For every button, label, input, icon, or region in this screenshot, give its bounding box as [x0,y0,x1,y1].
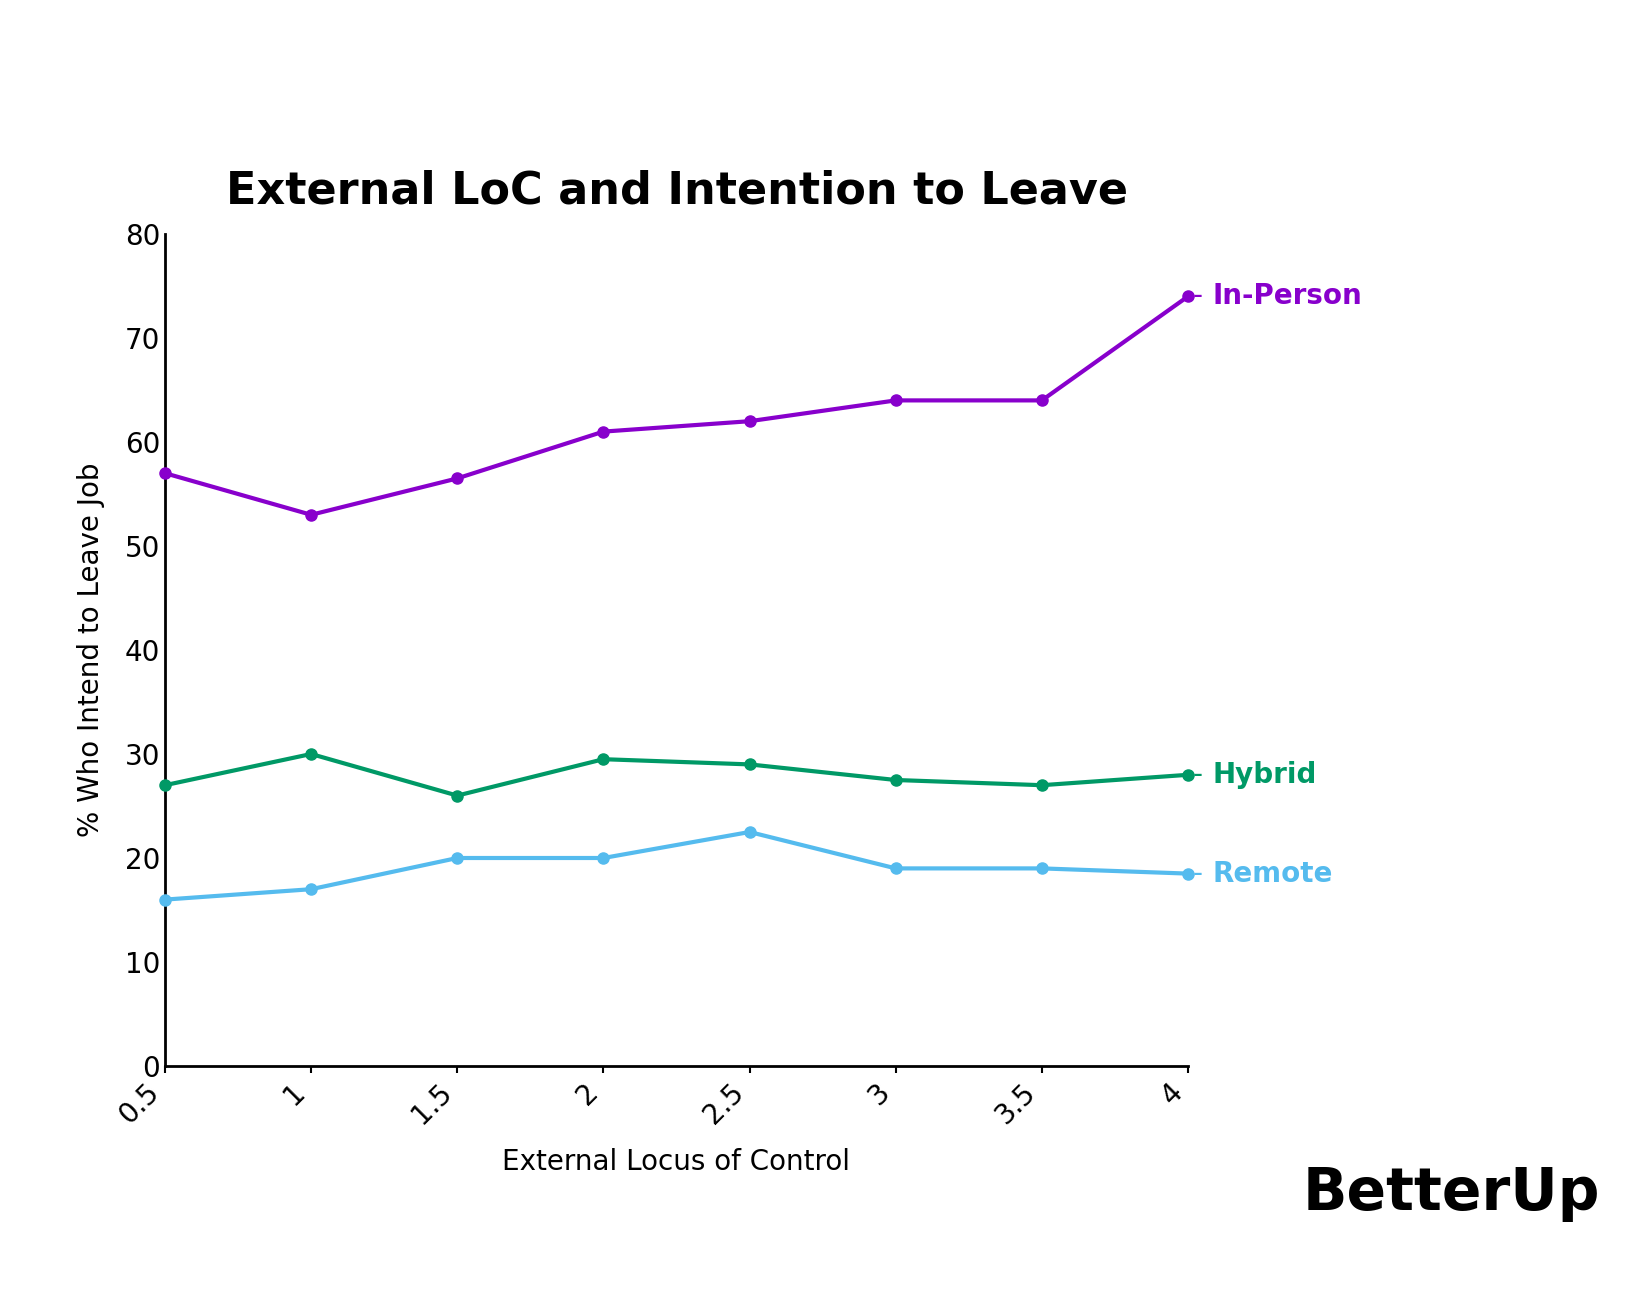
Text: Hybrid: Hybrid [1213,760,1317,789]
Text: -: - [1193,760,1211,789]
Text: -: - [1193,859,1211,888]
Text: BetterUp: BetterUp [1304,1165,1600,1222]
X-axis label: External Locus of Control: External Locus of Control [503,1148,850,1177]
Title: External LoC and Intention to Leave: External LoC and Intention to Leave [226,169,1127,212]
Text: Remote: Remote [1213,859,1333,888]
Text: In-Person: In-Person [1213,282,1363,311]
Text: -: - [1193,282,1211,311]
Y-axis label: % Who Intend to Leave Job: % Who Intend to Leave Job [78,463,106,837]
